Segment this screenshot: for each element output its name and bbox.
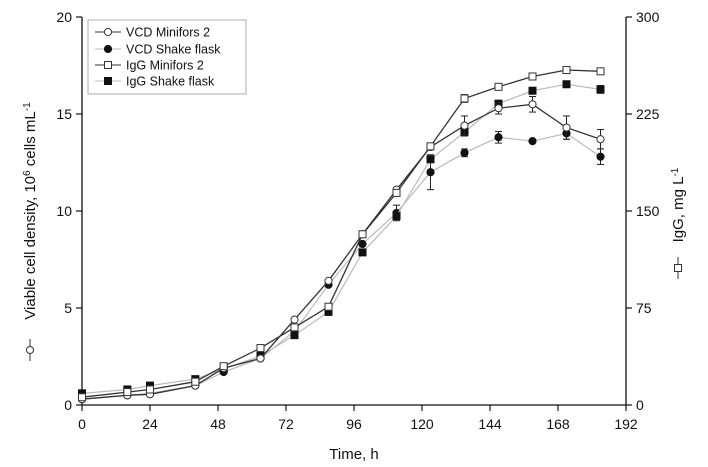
legend-item-igg-shake-flask: IgG Shake flask <box>95 75 215 89</box>
y-left-title-middle: cells mL <box>22 111 39 170</box>
data-point <box>256 344 265 353</box>
data-point <box>290 331 299 340</box>
y-axis-left-title-marker <box>26 339 34 361</box>
data-point <box>324 302 333 311</box>
data-point <box>460 121 469 130</box>
svg-text:VCD Minifors 2: VCD Minifors 2 <box>126 26 210 40</box>
data-point <box>460 94 469 103</box>
data-point <box>256 354 265 363</box>
svg-text:IgG, mg L-1: IgG, mg L-1 <box>670 167 688 242</box>
data-point <box>562 66 571 75</box>
data-point <box>290 315 299 324</box>
data-point <box>392 188 401 197</box>
svg-text:IgG Minifors 2: IgG Minifors 2 <box>126 59 204 73</box>
series-igg-shake-flask <box>78 80 605 398</box>
y-left-tick-label: 5 <box>64 300 72 316</box>
data-point <box>426 168 435 177</box>
x-tick-label: 0 <box>78 416 86 432</box>
x-tick-label: 24 <box>142 416 158 432</box>
data-point <box>290 323 299 332</box>
svg-text:IgG Shake flask: IgG Shake flask <box>126 75 215 89</box>
x-tick-label: 144 <box>478 416 502 432</box>
y-left-tick-label: 10 <box>56 203 72 219</box>
y-right-tick-label: 75 <box>636 300 652 316</box>
legend-item-igg-minifors: IgG Minifors 2 <box>95 59 204 73</box>
y-ticks-right: 0 75 150 225 300 <box>626 9 660 413</box>
data-point <box>494 104 503 113</box>
x-ticks: 0 24 48 72 96 120 144 168 192 <box>78 405 638 432</box>
data-point <box>596 67 605 76</box>
data-point <box>358 248 367 257</box>
x-tick-label: 96 <box>346 416 362 432</box>
x-axis-title: Time, h <box>329 446 378 463</box>
svg-text:VCD Shake flask: VCD Shake flask <box>126 43 221 57</box>
data-point <box>528 137 537 146</box>
data-point <box>219 362 228 371</box>
legend-item-vcd-minifors: VCD Minifors 2 <box>95 26 210 40</box>
data-point <box>78 393 86 402</box>
y-right-tick-label: 300 <box>636 9 660 25</box>
x-tick-label: 168 <box>546 416 570 432</box>
data-point <box>596 152 605 161</box>
series-vcd-shake-flask <box>77 127 605 404</box>
data-point <box>528 72 537 81</box>
y-right-tick-label: 0 <box>636 397 644 413</box>
data-point <box>460 148 469 157</box>
series-line <box>81 103 601 400</box>
legend-item-vcd-shake-flask: VCD Shake flask <box>95 43 221 57</box>
data-point <box>596 85 605 94</box>
data-point <box>528 86 537 95</box>
data-point <box>324 276 333 285</box>
data-point <box>358 239 367 249</box>
x-tick-label: 72 <box>278 416 294 432</box>
data-point <box>528 100 537 109</box>
y-left-title-sup1: 6 <box>22 170 33 176</box>
series-layer <box>77 66 605 404</box>
y-left-tick-label: 15 <box>56 106 72 122</box>
data-point <box>426 142 435 151</box>
y-axis-right-title: IgG, mg L-1 <box>670 167 688 242</box>
series-line <box>81 132 601 400</box>
series-line <box>81 69 601 398</box>
y-axis-left-title: Viable cell density, 106 cells mL-1 <box>22 102 40 320</box>
series-igg-minifors-2 <box>78 66 605 402</box>
y-right-tick-label: 150 <box>636 203 660 219</box>
y-left-tick-label: 0 <box>64 397 72 413</box>
data-point <box>191 377 200 386</box>
x-tick-label: 48 <box>210 416 226 432</box>
y-right-tick-label: 225 <box>636 106 660 122</box>
data-point <box>146 385 154 394</box>
data-point <box>392 212 401 221</box>
y-left-tick-label: 20 <box>56 9 72 25</box>
data-point <box>562 123 571 132</box>
y-ticks-left: 0 5 10 15 20 <box>56 9 82 413</box>
y-right-title-sup: -1 <box>670 167 681 176</box>
legend: VCD Minifors 2 VCD Shake flask IgG Minif… <box>87 19 247 95</box>
data-point <box>494 133 503 142</box>
y-axis-right-title-marker <box>674 257 682 279</box>
data-point <box>358 230 367 239</box>
data-point <box>494 82 503 91</box>
data-point <box>123 388 132 397</box>
data-point <box>562 80 571 89</box>
data-point <box>426 155 435 164</box>
series-line <box>81 83 601 394</box>
y-right-title-prefix: IgG, mg L <box>670 177 687 243</box>
y-left-title-sup2: -1 <box>22 102 33 111</box>
x-tick-label: 192 <box>614 416 638 432</box>
data-point <box>596 135 605 144</box>
svg-text:Viable cell density, 106 cells: Viable cell density, 106 cells mL-1 <box>22 102 40 320</box>
series-vcd-minifors-2 <box>77 96 605 404</box>
y-left-title-prefix: Viable cell density, 10 <box>22 176 39 320</box>
x-tick-label: 120 <box>410 416 434 432</box>
